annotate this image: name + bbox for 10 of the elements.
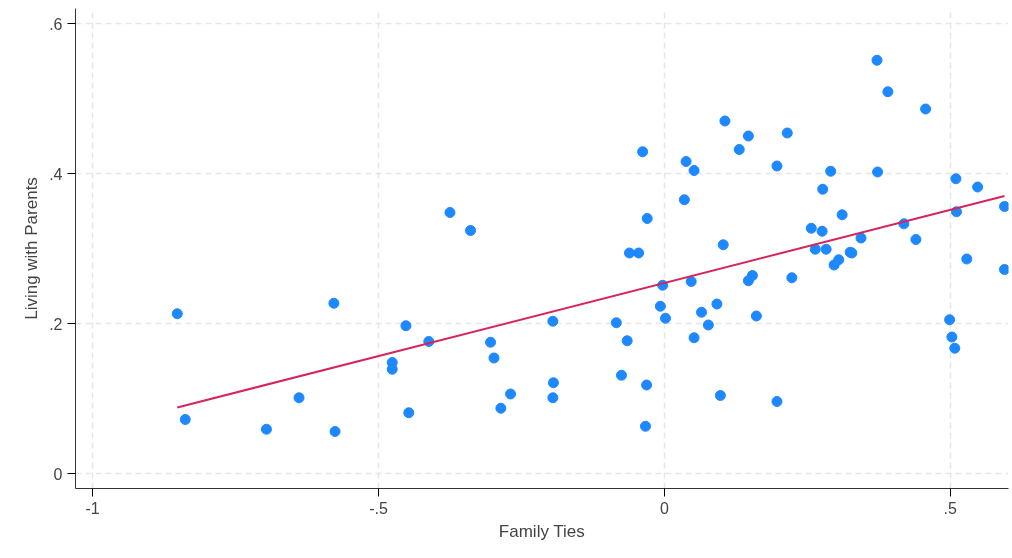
y-axis-title: Living with Parents: [22, 177, 42, 320]
x-axis-title: Family Ties: [498, 521, 585, 541]
y-tick-label: .4: [49, 165, 63, 183]
y-tick-label: .2: [49, 315, 63, 333]
x-tick-label: 0: [659, 499, 669, 517]
x-tick-label: -.5: [369, 499, 388, 517]
y-tick-label: 0: [53, 465, 63, 483]
y-tick-label: .6: [49, 15, 63, 33]
x-tick-label: .5: [943, 499, 957, 517]
x-tick-label: -1: [85, 499, 100, 517]
